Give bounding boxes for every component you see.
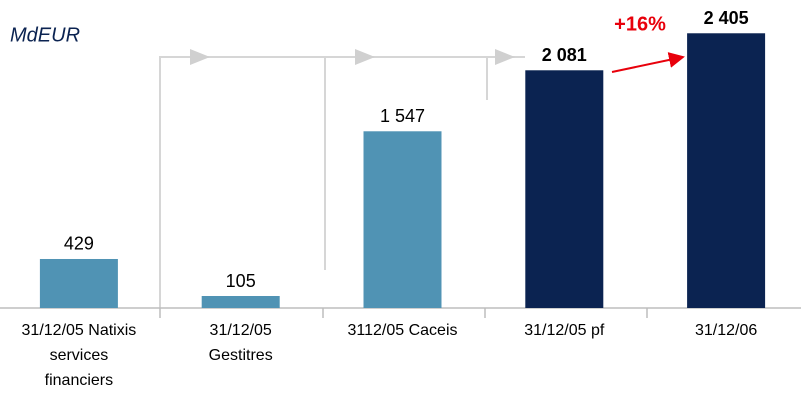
value-label: 2 081 <box>542 45 587 65</box>
axis <box>0 307 801 318</box>
annotation: +16% <box>614 13 666 35</box>
x-tick-label: 31/12/05 pf <box>524 322 605 339</box>
value-label: 1 547 <box>380 106 425 126</box>
value-label: 105 <box>226 271 256 291</box>
bar <box>39 258 118 308</box>
connectors <box>159 49 525 308</box>
x-tick-label: 31/12/05 Natixis services financiers <box>21 322 137 389</box>
value-label: 429 <box>64 234 94 254</box>
bar <box>363 131 442 308</box>
bar <box>525 70 604 308</box>
x-tick-label: 31/12/06 <box>694 322 758 339</box>
value-label: 2 405 <box>704 8 749 28</box>
bar <box>201 296 280 308</box>
unit-label: MdEUR <box>10 24 80 46</box>
x-tick-label: 3112/05 Caceis <box>347 322 458 339</box>
bar <box>687 33 766 309</box>
x-tick-label: 31/12/05 Gestitres <box>208 322 273 364</box>
growth-arrow <box>611 52 685 73</box>
